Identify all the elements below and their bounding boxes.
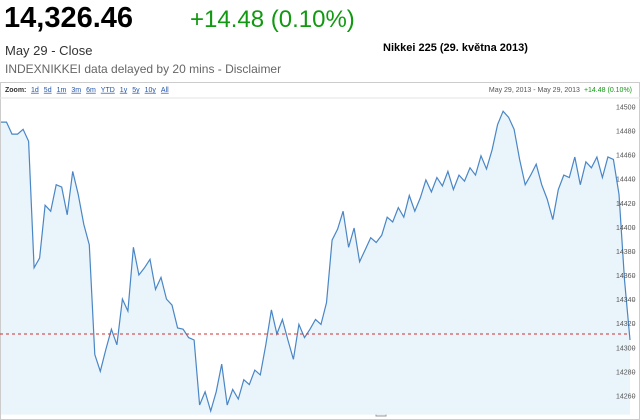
source: INDEXNIKKEI data delayed by 20 mins - Di… [5,62,282,76]
zoom-option[interactable]: 1y [120,87,128,94]
y-tick-label: 14440 [616,177,636,184]
chart-title: Nikkei 225 (29. května 2013) [383,42,528,54]
chart: Zoom: 1d 5d 1m 3m 6m YTD 1y 5y 10y All +14.48 (0.10… [0,82,640,420]
y-tick-label: 14460 [616,153,636,160]
zoom-option[interactable]: All [161,87,169,94]
zoom-option[interactable]: 6m [86,87,96,94]
y-tick-label: 14280 [616,369,636,376]
y-tick-label: 14300 [616,345,636,352]
y-tick-label: 14420 [616,201,636,208]
zoom-option[interactable]: 5d [44,87,52,94]
y-tick-label: 14340 [616,297,636,304]
price-line [1,110,631,414]
zoom-option[interactable]: YTD [101,87,115,94]
y-tick-label: 14360 [616,273,636,280]
zoom-label: Zoom: [5,87,26,94]
price: 14,326.46 [4,2,134,34]
date-range: May 29, 2013 - May 29, 2013 [489,87,580,94]
range-change: +14.48 (0.10%) [584,87,632,94]
y-tick-label: 14380 [616,249,636,256]
y-tick-label: 14320 [616,321,636,328]
zoom-option[interactable]: 1m [57,87,67,94]
zoom-option[interactable]: 5y [132,87,140,94]
zoom-option[interactable]: 3m [71,87,81,94]
y-tick-label: 14260 [616,393,636,400]
zoom-option[interactable]: 1d [31,87,39,94]
date: May 29 - Close [5,43,93,58]
price-change: +14.48 (0.10%) [190,6,355,33]
y-tick-label: 14480 [616,129,636,136]
area-fill [1,111,630,415]
y-tick-label: 14500 [616,104,636,111]
y-tick-label: 14400 [616,225,636,232]
zoom-option[interactable]: 10y [145,87,157,94]
